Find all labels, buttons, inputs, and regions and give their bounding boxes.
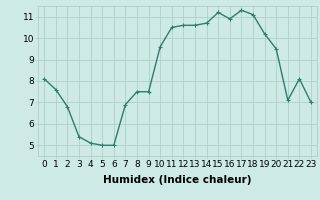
X-axis label: Humidex (Indice chaleur): Humidex (Indice chaleur) [103,175,252,185]
